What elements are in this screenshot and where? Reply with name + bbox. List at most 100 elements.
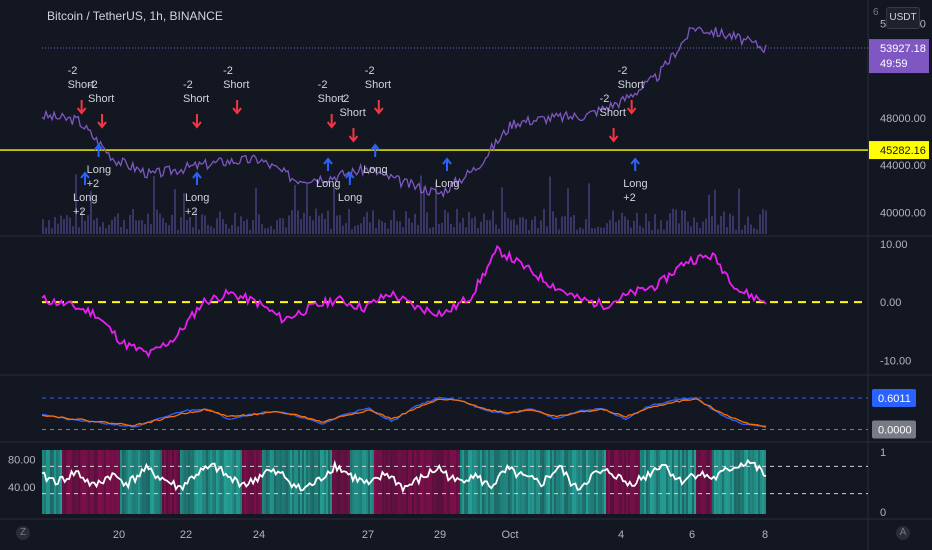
volume-bar bbox=[603, 227, 605, 234]
volume-bar bbox=[255, 187, 257, 234]
rsi-bg-bar bbox=[104, 450, 106, 514]
volume-bar bbox=[54, 217, 56, 234]
rsi-bg-bar bbox=[416, 450, 418, 514]
rsi-bg-bar bbox=[250, 450, 252, 514]
rsi-bg-bar bbox=[492, 450, 494, 514]
volume-bar bbox=[45, 227, 47, 234]
rsi-bg-bar bbox=[374, 450, 376, 514]
rsi-bg-bar bbox=[396, 450, 398, 514]
rsi-bg-bar bbox=[488, 450, 490, 514]
volume-bar bbox=[723, 211, 725, 234]
volume-bar bbox=[486, 220, 488, 234]
rsi-bg-bar bbox=[566, 450, 568, 514]
rsi-bg-bar bbox=[230, 450, 232, 514]
cci-pane bbox=[41, 244, 868, 359]
rsi-bg-bar bbox=[322, 450, 324, 514]
short-arrow bbox=[97, 114, 107, 129]
rsi-bg-bar bbox=[180, 450, 182, 514]
long-label: Long bbox=[363, 164, 387, 176]
rsi-bg-bar bbox=[110, 450, 112, 514]
cci-tick-0: 10.00 bbox=[880, 239, 908, 251]
rsi-bg-bar bbox=[308, 450, 310, 514]
volume-bar bbox=[555, 217, 557, 234]
volume-bar bbox=[672, 208, 674, 234]
volume-bar bbox=[360, 223, 362, 234]
short-arrow bbox=[608, 128, 619, 143]
volume-bar bbox=[270, 225, 272, 234]
level-tag bbox=[869, 141, 929, 160]
volume-bar bbox=[231, 224, 233, 234]
rsi-bg-bar bbox=[442, 450, 444, 514]
volume-bar bbox=[462, 217, 464, 234]
rsi-bg-bar bbox=[56, 450, 58, 514]
rsi-bg-bar bbox=[438, 450, 440, 514]
rsi-bg-bar bbox=[594, 450, 596, 514]
rsi-bg-bar bbox=[118, 450, 120, 514]
cci-tick-2: -10.00 bbox=[880, 355, 911, 367]
rsi-bg-bar bbox=[206, 450, 208, 514]
rsi-bg-bar bbox=[82, 450, 84, 514]
rsi-bg-bar bbox=[414, 450, 416, 514]
timezone-button[interactable]: Z bbox=[16, 526, 30, 540]
volume-bar bbox=[297, 210, 299, 234]
rsi-bg-bar bbox=[348, 450, 350, 514]
rsi-bg-bar bbox=[578, 450, 580, 514]
rsi-bg-bar bbox=[572, 450, 574, 514]
volume-bar bbox=[99, 226, 101, 234]
short-label: Short bbox=[339, 107, 365, 119]
currency-unit-button[interactable]: USDT bbox=[886, 7, 920, 29]
volume-bar bbox=[210, 226, 212, 234]
rsi-bg-bar bbox=[320, 450, 322, 514]
rsi-bg-bar bbox=[666, 450, 668, 514]
volume-bar bbox=[732, 215, 734, 234]
rsi-bg-bar bbox=[570, 450, 572, 514]
volume-bar bbox=[693, 217, 695, 234]
volume-bar bbox=[447, 212, 449, 234]
rsi-bg-bar bbox=[368, 450, 370, 514]
volume-bar bbox=[417, 224, 419, 234]
stoch-series-1 bbox=[41, 398, 767, 427]
rsi-bg-bar bbox=[432, 450, 434, 514]
rsi-bg-bar bbox=[158, 450, 160, 514]
rsi-bg-bar bbox=[750, 450, 752, 514]
rsi-bg-bar bbox=[654, 450, 656, 514]
rsi-bg-bar bbox=[652, 450, 654, 514]
rsi-bg-bar bbox=[76, 450, 78, 514]
rsi-bg-bar bbox=[472, 450, 474, 514]
rsi-bg-bar bbox=[664, 450, 666, 514]
volume-bar bbox=[123, 220, 125, 234]
volume-bar bbox=[156, 209, 158, 234]
long-arrow bbox=[442, 157, 452, 171]
y-axes: 56000.0048000.0044000.0040000.0053927.18… bbox=[869, 19, 929, 519]
rsi-bg-bar bbox=[504, 450, 506, 514]
rsi-bg-bar bbox=[558, 450, 560, 514]
x-tick-3: 27 bbox=[362, 529, 374, 541]
auto-scale-button[interactable]: A bbox=[896, 526, 910, 540]
volume-bar bbox=[90, 191, 92, 234]
rsi-bg-bar bbox=[138, 450, 140, 514]
rsi-bg-bar bbox=[530, 450, 532, 514]
price-tick-3: 40000.00 bbox=[880, 207, 926, 219]
rsi-bg-bar bbox=[424, 450, 426, 514]
rsi-bg-bar bbox=[600, 450, 602, 514]
rsi-bg-bar bbox=[626, 450, 628, 514]
volume-bar bbox=[546, 226, 548, 234]
rsi-bg-bar bbox=[704, 450, 706, 514]
rsi-bg-bar bbox=[630, 450, 632, 514]
volume-bar bbox=[741, 229, 743, 234]
rsi-bg-bar bbox=[142, 450, 144, 514]
rsi-bg-bar bbox=[162, 450, 164, 514]
volume-bar bbox=[453, 227, 455, 234]
rsi-bg-bar bbox=[386, 450, 388, 514]
rsi-bg-bar bbox=[656, 450, 658, 514]
rsi-bg-bar bbox=[760, 450, 762, 514]
rsi-bg-bar bbox=[380, 450, 382, 514]
volume-bar bbox=[636, 212, 638, 234]
rsi-bg-bar bbox=[338, 450, 340, 514]
rsi-bg-bar bbox=[284, 450, 286, 514]
volume-bar bbox=[285, 227, 287, 234]
long-label: +2 bbox=[185, 206, 198, 218]
x-tick-4: 29 bbox=[434, 529, 446, 541]
rsi-bg-bar bbox=[554, 450, 556, 514]
